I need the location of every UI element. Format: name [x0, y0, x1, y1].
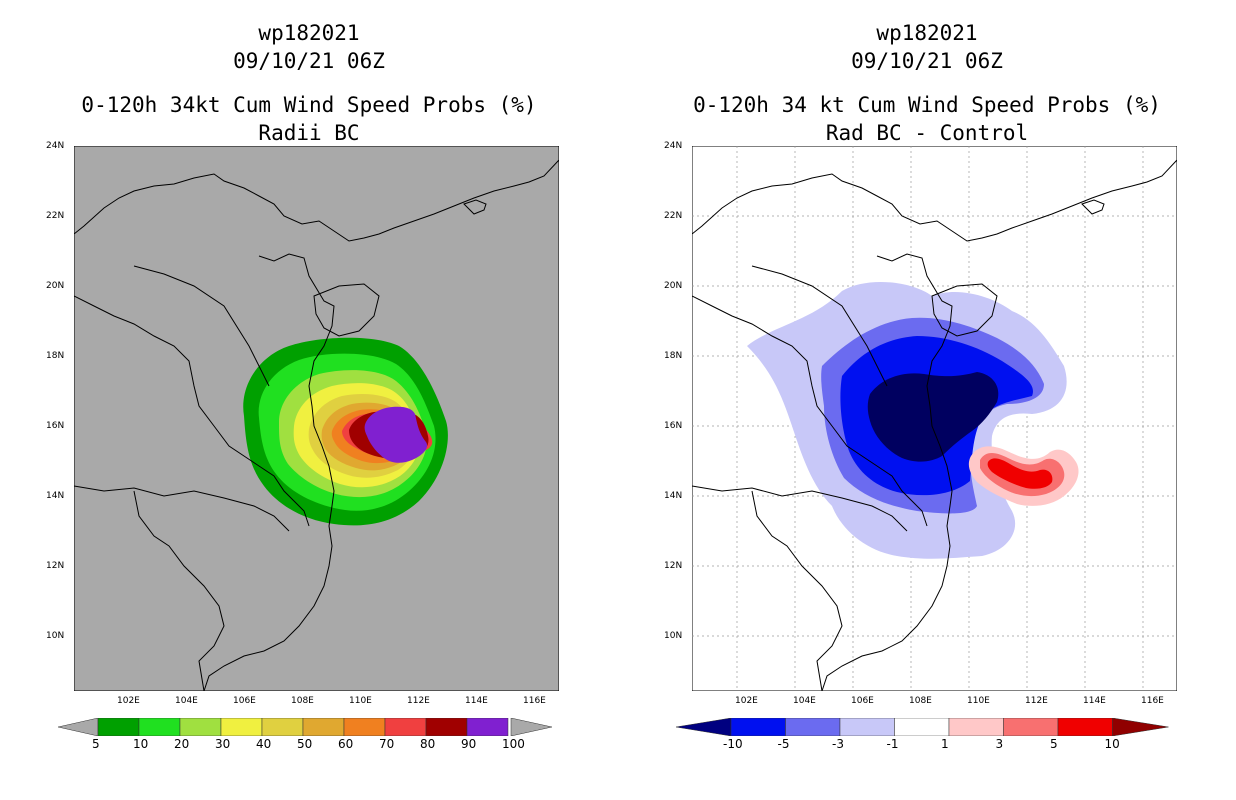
- right-colorbar-label: 1: [941, 737, 949, 751]
- left-lat-label: 18N: [46, 351, 65, 361]
- right-colorbar-label: 3: [995, 737, 1004, 751]
- left-colorbar-swatch: [343, 718, 386, 736]
- right-lat-label: 12N: [664, 561, 683, 571]
- right-lon-label: 106E: [851, 696, 874, 706]
- left-colorbar-label: 40: [256, 737, 272, 751]
- left-storm-id: wp182021: [258, 21, 360, 45]
- right-colorbar-label: 10: [1104, 737, 1120, 751]
- right-lat-label: 22N: [664, 211, 683, 221]
- left-colorbar-label: 70: [379, 737, 395, 751]
- right-map-gridlines: [692, 146, 1177, 691]
- left-colorbar-high-arrow: [510, 718, 553, 736]
- left-colorbar-label: 80: [420, 737, 436, 751]
- right-title: 0-120h 34 kt Cum Wind Speed Probs (%): [693, 93, 1161, 117]
- left-colorbar: [58, 718, 553, 736]
- left-colorbar-swatch: [97, 718, 140, 736]
- left-probability-map: [74, 146, 559, 691]
- left-lat-label: 14N: [46, 491, 65, 501]
- right-subtitle: Rad BC - Control: [825, 121, 1029, 145]
- right-colorbar-label: -5: [777, 737, 790, 751]
- left-colorbar-swatch: [220, 718, 263, 736]
- right-lat-label: 16N: [664, 421, 683, 431]
- right-lon-label: 112E: [1025, 696, 1048, 706]
- left-colorbar-swatch: [384, 718, 427, 736]
- left-lon-label: 110E: [349, 696, 372, 706]
- left-colorbar-swatch: [466, 718, 509, 736]
- left-lat-label: 16N: [46, 421, 65, 431]
- right-colorbar-label: -3: [832, 737, 844, 751]
- left-panel: wp182021 09/10/21 06Z 0-120h 34kt Cum Wi…: [46, 21, 559, 751]
- right-colorbar-swatch: [1057, 718, 1113, 736]
- right-positive-contours: [968, 446, 1079, 506]
- left-colorbar-label: 100: [502, 737, 525, 751]
- left-lon-label: 106E: [233, 696, 256, 706]
- right-storm-id: wp182021: [876, 21, 978, 45]
- left-lat-label: 12N: [46, 561, 65, 571]
- right-lon-label: 110E: [967, 696, 990, 706]
- left-datetime: 09/10/21 06Z: [233, 49, 385, 73]
- right-lon-label: 114E: [1083, 696, 1106, 706]
- right-colorbar-label: -10: [723, 737, 743, 751]
- right-colorbar: [676, 718, 1169, 736]
- right-lon-label: 104E: [793, 696, 816, 706]
- right-colorbar-swatch: [1003, 718, 1059, 736]
- left-colorbar-swatch: [261, 718, 304, 736]
- right-colorbar-swatch: [839, 718, 895, 736]
- right-colorbar-low-arrow: [676, 718, 732, 736]
- left-colorbar-label: 90: [461, 737, 477, 751]
- left-colorbar-low-arrow: [58, 718, 99, 736]
- left-colorbar-swatch: [425, 718, 468, 736]
- right-colorbar-swatch: [730, 718, 786, 736]
- left-colorbar-label: 60: [338, 737, 354, 751]
- left-colorbar-swatch: [179, 718, 222, 736]
- right-lat-label: 18N: [664, 351, 683, 361]
- left-coastlines: [74, 159, 559, 691]
- left-title: 0-120h 34kt Cum Wind Speed Probs (%): [81, 93, 537, 117]
- left-lon-label: 104E: [175, 696, 198, 706]
- right-colorbar-swatch: [894, 718, 950, 736]
- left-lon-label: 116E: [523, 696, 546, 706]
- left-lat-label: 22N: [46, 211, 65, 221]
- left-lat-label: 24N: [46, 141, 65, 151]
- right-lat-label: 14N: [664, 491, 683, 501]
- left-colorbar-swatch: [302, 718, 345, 736]
- left-colorbar-swatch: [138, 718, 181, 736]
- right-colorbar-label: -1: [886, 737, 899, 751]
- left-colorbar-label: 5: [92, 737, 100, 751]
- right-lon-label: 102E: [735, 696, 758, 706]
- left-probability-contours: [243, 337, 448, 526]
- right-datetime: 09/10/21 06Z: [851, 49, 1003, 73]
- left-subtitle: Radii BC: [258, 121, 360, 145]
- left-lat-label: 20N: [46, 281, 65, 291]
- right-lon-label: 116E: [1141, 696, 1164, 706]
- left-lon-label: 112E: [407, 696, 430, 706]
- left-lon-label: 108E: [291, 696, 314, 706]
- left-colorbar-label: 50: [297, 737, 313, 751]
- right-colorbar-swatch: [948, 718, 1004, 736]
- right-lat-label: 24N: [664, 141, 683, 151]
- left-colorbar-label: 10: [133, 737, 149, 751]
- left-lon-label: 102E: [117, 696, 140, 706]
- right-colorbar-swatch: [785, 718, 841, 736]
- left-lat-label: 10N: [46, 631, 65, 641]
- right-lat-label: 10N: [664, 631, 683, 641]
- left-colorbar-label: 20: [174, 737, 190, 751]
- right-colorbar-high-arrow: [1112, 718, 1169, 736]
- right-panel: wp182021 09/10/21 06Z 0-120h 34 kt Cum W…: [618, 0, 1236, 800]
- right-coastlines: [692, 159, 1177, 691]
- right-lon-label: 108E: [909, 696, 932, 706]
- right-lat-label: 20N: [664, 281, 683, 291]
- right-colorbar-label: 5: [1050, 737, 1058, 751]
- left-colorbar-label: 30: [215, 737, 231, 751]
- right-difference-map: [692, 146, 1177, 691]
- left-lon-label: 114E: [465, 696, 488, 706]
